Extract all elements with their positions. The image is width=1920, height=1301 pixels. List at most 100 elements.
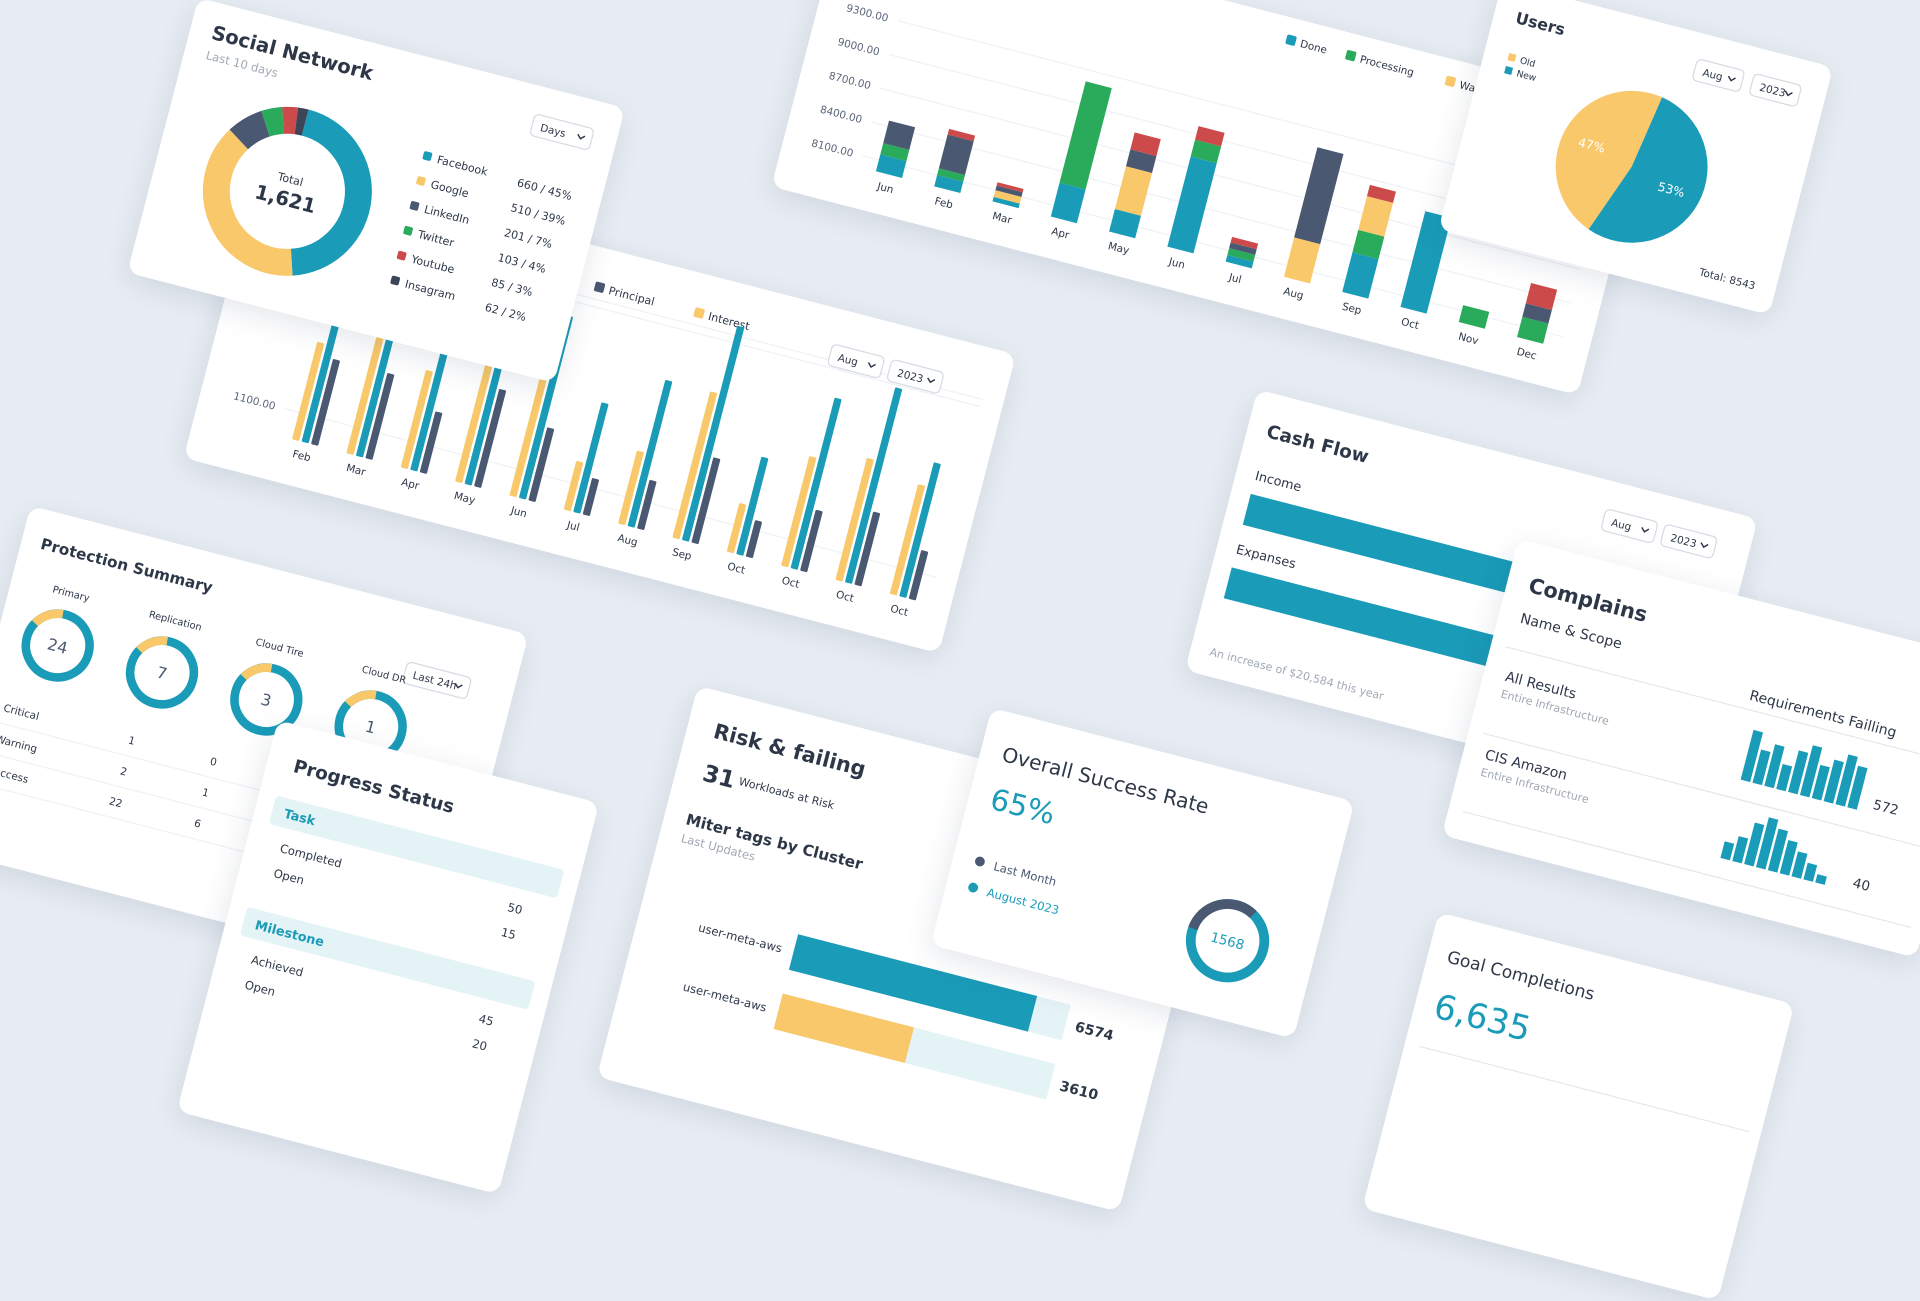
bar-segment xyxy=(1125,149,1157,173)
grid-line xyxy=(284,408,937,578)
donut-segment xyxy=(229,110,271,150)
legend-dot xyxy=(968,882,979,893)
bar-segment xyxy=(1050,182,1086,224)
dropdown-box xyxy=(1749,73,1802,107)
row-value: 6 xyxy=(193,817,202,830)
y-tick-label: 8400.00 xyxy=(819,104,864,126)
bar xyxy=(292,341,325,441)
x-tick-label: Aug xyxy=(616,532,639,549)
y-tick-label: 9300.00 xyxy=(845,2,890,24)
bar-segment xyxy=(1352,229,1385,260)
row-value: 2 xyxy=(119,765,128,778)
dropdown[interactable]: 2023 xyxy=(887,359,945,394)
bar-segment xyxy=(1190,139,1222,164)
dropdown-chevron xyxy=(927,377,936,384)
legend-swatch xyxy=(409,201,420,211)
spark-bar xyxy=(1764,744,1785,789)
legend-label: Facebook xyxy=(436,153,490,179)
legend-value: 510 / 39% xyxy=(509,201,567,228)
legend-swatch xyxy=(422,151,433,161)
row-label: Warning xyxy=(0,733,38,755)
bar xyxy=(790,397,842,570)
bar-segment xyxy=(1109,209,1141,239)
bar xyxy=(400,370,433,469)
y-tick-label: 1100.00 xyxy=(232,390,277,412)
row-label: Open xyxy=(272,866,306,887)
bar-segment xyxy=(1225,254,1254,269)
spark-bar xyxy=(1755,817,1779,870)
bar xyxy=(800,509,823,573)
spark-bar xyxy=(1823,759,1844,804)
x-tick-label: Aug xyxy=(1282,285,1305,302)
x-tick-label: Jul xyxy=(1227,271,1243,286)
dropdown-label: Aug xyxy=(1701,67,1724,84)
bar xyxy=(419,411,443,474)
spark-bar xyxy=(1752,749,1771,786)
dropdown-chevron xyxy=(577,133,586,140)
x-tick-label: Jun xyxy=(875,180,895,196)
bar xyxy=(781,456,817,568)
legend-value: 201 / 7% xyxy=(503,226,554,251)
bar xyxy=(854,511,881,587)
row-label: Open xyxy=(243,978,277,999)
risk-failing-card: Risk & failing 31 Workloads at Risk Miter t… xyxy=(596,685,1220,1212)
dropdown[interactable]: Aug xyxy=(1692,59,1745,93)
y-tick-label: 9000.00 xyxy=(836,36,881,58)
bar-segment xyxy=(1458,305,1490,329)
bar xyxy=(365,373,395,460)
donut-segment xyxy=(261,106,285,137)
progress-status-card: Progress Status Task Completed 50 Open 15 Mile… xyxy=(176,720,600,1195)
spark-bar xyxy=(1815,874,1827,885)
legend-label: Last Month xyxy=(992,859,1058,889)
dropdown[interactable]: 2023 xyxy=(1749,73,1802,107)
spark-bar xyxy=(1788,750,1809,795)
dropdown-box xyxy=(402,661,472,699)
bar-segment xyxy=(938,134,974,176)
legend-swatch xyxy=(403,225,413,236)
dropdown[interactable]: 2023 xyxy=(1660,524,1718,559)
spark-bar xyxy=(1779,840,1798,876)
row-value: 45 xyxy=(477,1012,495,1029)
group-band xyxy=(240,907,535,1010)
spark-bar xyxy=(1803,862,1818,882)
pie-slice xyxy=(1555,90,1663,230)
group-band xyxy=(269,796,564,898)
dropdown[interactable]: Aug xyxy=(827,344,885,379)
divider xyxy=(1483,732,1920,850)
row-value: 1 xyxy=(201,787,210,800)
bar xyxy=(573,402,609,514)
x-tick-label: May xyxy=(453,490,477,507)
bar xyxy=(672,391,718,540)
bar-segment xyxy=(875,154,907,178)
dropdown[interactable]: Days xyxy=(530,114,595,151)
bar-segment xyxy=(1525,282,1558,311)
x-tick-label: Oct xyxy=(726,561,746,577)
dropdown-chevron xyxy=(1784,90,1793,97)
dropdown-label: 2023 xyxy=(1758,82,1787,100)
bar-segment xyxy=(1114,166,1153,216)
legend-dot xyxy=(975,856,985,867)
x-tick-label: Sep xyxy=(671,546,693,563)
bar xyxy=(889,484,925,596)
dropdown-label: Aug xyxy=(1610,517,1633,534)
dropdown[interactable]: Aug xyxy=(1601,509,1659,544)
bar-segment xyxy=(934,175,964,194)
spark-bar xyxy=(1799,745,1823,798)
bar-label: user-meta-aws xyxy=(682,980,769,1015)
card-title: Social Network xyxy=(209,21,376,85)
donut-center-value: 1,621 xyxy=(252,180,318,218)
x-tick-label: Feb xyxy=(291,448,312,464)
dropdown[interactable]: Last 24h xyxy=(402,661,472,699)
bar-segment xyxy=(1229,242,1257,255)
x-tick-label: Mar xyxy=(991,210,1014,227)
bar xyxy=(773,993,915,1063)
bar-segment xyxy=(1517,316,1549,344)
spark-bar xyxy=(1791,851,1808,879)
bar-segment xyxy=(1195,126,1225,147)
legend-label: Insagram xyxy=(403,278,456,304)
y-tick-label: 8700.00 xyxy=(827,70,872,92)
